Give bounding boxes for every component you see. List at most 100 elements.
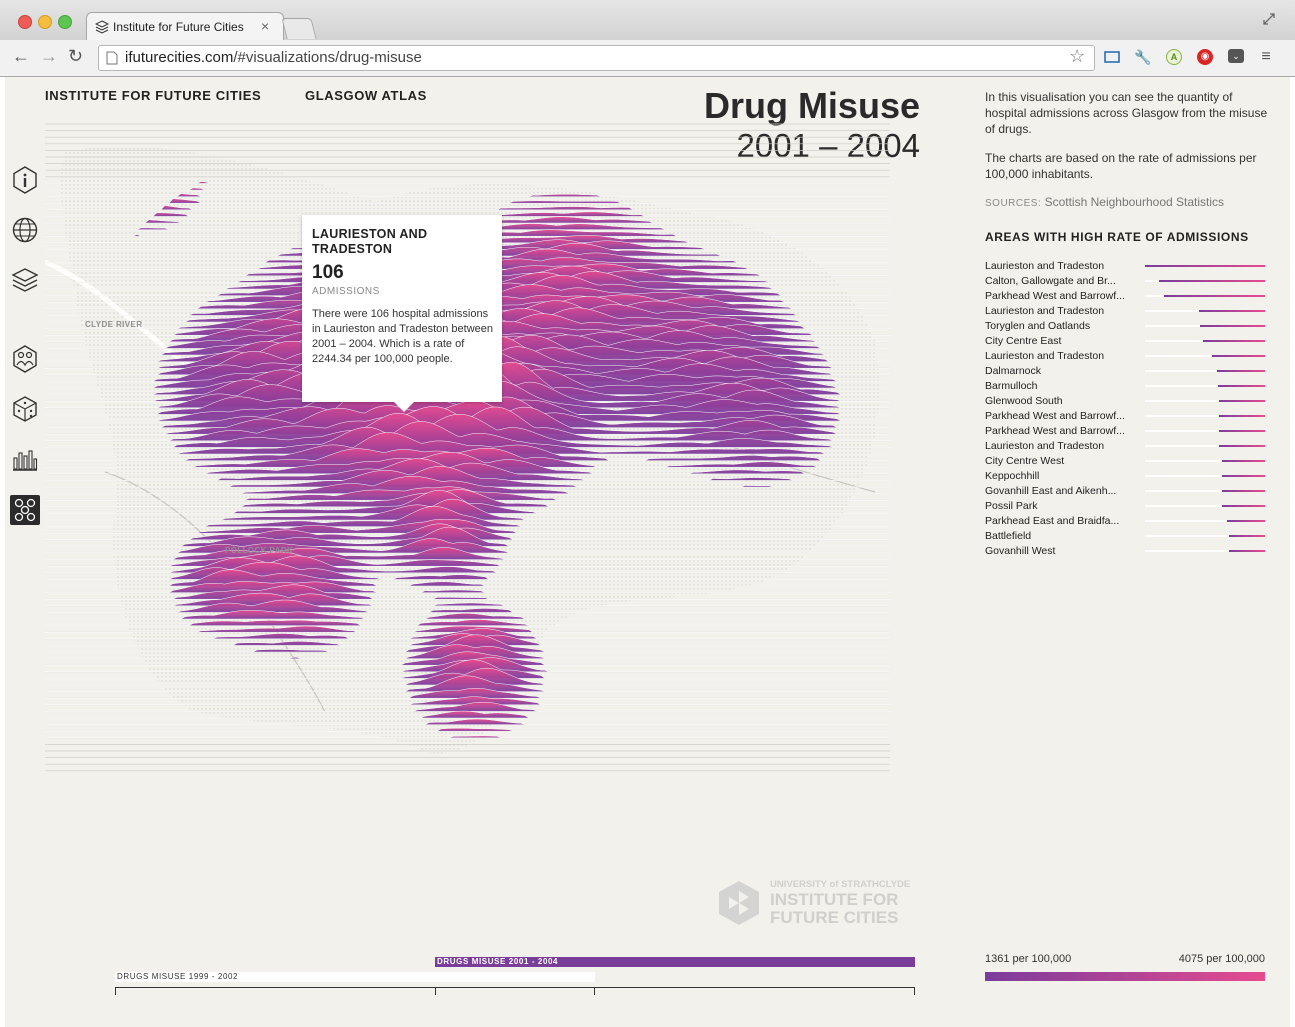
ridge-row bbox=[45, 181, 890, 184]
area-row[interactable]: Laurieston and Tradeston bbox=[985, 439, 1266, 454]
area-row[interactable]: Govanhill East and Aikenh... bbox=[985, 484, 1266, 499]
ridge-row bbox=[45, 198, 890, 204]
ridge-row bbox=[45, 687, 890, 699]
area-rate-bar bbox=[1229, 550, 1265, 552]
layers-icon[interactable] bbox=[11, 266, 39, 294]
site-brand[interactable]: INSTITUTE FOR FUTURE CITIES bbox=[45, 88, 262, 103]
area-name: Laurieston and Tradeston bbox=[985, 305, 1105, 317]
screen-capture-icon[interactable] bbox=[1103, 49, 1121, 65]
info-icon[interactable] bbox=[11, 166, 39, 194]
close-window-button[interactable] bbox=[18, 15, 32, 29]
nav-glasgow-atlas[interactable]: GLASGOW ATLAS bbox=[305, 88, 427, 103]
dice-icon[interactable] bbox=[11, 395, 39, 423]
area-row[interactable]: City Centre East bbox=[985, 334, 1266, 349]
area-rate-track bbox=[1145, 280, 1265, 282]
area-rate-track bbox=[1145, 415, 1265, 417]
ridge-row bbox=[45, 599, 890, 613]
back-icon[interactable]: ← bbox=[12, 46, 30, 66]
pocket-icon[interactable]: ⌄ bbox=[1228, 49, 1244, 63]
wrench-icon[interactable]: 🔧 bbox=[1134, 49, 1152, 65]
ridge-row bbox=[45, 619, 890, 626]
area-row[interactable]: Calton, Gallowgate and Br... bbox=[985, 274, 1266, 289]
heatmap-icon[interactable] bbox=[10, 495, 40, 525]
density-map[interactable] bbox=[45, 112, 890, 777]
area-row[interactable]: Parkhead West and Barrowf... bbox=[985, 424, 1266, 439]
area-rate-bar bbox=[1221, 490, 1265, 492]
area-row[interactable]: Parkhead West and Barrowf... bbox=[985, 409, 1266, 424]
tooltip-value: 106 bbox=[312, 262, 344, 283]
area-rate-bar bbox=[1221, 505, 1265, 507]
tab-active[interactable]: Institute for Future Cities × bbox=[86, 12, 284, 41]
timeline-previous-period[interactable] bbox=[115, 972, 595, 982]
bookmark-star-icon[interactable]: ☆ bbox=[1069, 46, 1086, 66]
tooltip-area-name: LAURIESTON AND TRADESTON bbox=[312, 227, 428, 256]
ridge-row bbox=[45, 727, 890, 732]
zoom-window-button[interactable] bbox=[58, 15, 72, 29]
area-row[interactable]: Glenwood South bbox=[985, 394, 1266, 409]
area-row[interactable]: Laurieston and Tradeston bbox=[985, 259, 1266, 274]
area-rate-bar bbox=[1219, 415, 1265, 417]
area-name: Parkhead West and Barrowf... bbox=[985, 410, 1125, 422]
forward-icon[interactable]: → bbox=[40, 46, 58, 66]
url-path: /#visualizations/drug-misuse bbox=[233, 49, 422, 66]
legend-gradient-bar bbox=[985, 972, 1265, 981]
ridge-row bbox=[45, 193, 890, 197]
logo-institute-text: INSTITUTE FOR FUTURE CITIES bbox=[770, 890, 899, 927]
area-row[interactable]: Toryglen and Oatlands bbox=[985, 319, 1266, 334]
fullscreen-icon[interactable] bbox=[1262, 12, 1276, 26]
timeline-active-label[interactable]: DRUGS MISUSE 2001 - 2004 bbox=[437, 957, 559, 966]
tab-close-icon[interactable]: × bbox=[261, 18, 270, 34]
area-row[interactable]: Battlefield bbox=[985, 529, 1266, 544]
new-tab-button[interactable] bbox=[281, 18, 317, 39]
area-row[interactable]: Parkhead West and Barrowf... bbox=[985, 289, 1266, 304]
area-rate-bar bbox=[1229, 535, 1265, 537]
area-row[interactable]: City Centre West bbox=[985, 454, 1266, 469]
area-rate-track bbox=[1145, 520, 1265, 522]
area-rate-bar bbox=[1159, 280, 1265, 282]
ridge-row bbox=[45, 506, 890, 527]
page-icon bbox=[106, 51, 118, 65]
area-row[interactable]: Laurieston and Tradeston bbox=[985, 349, 1266, 364]
reload-icon[interactable]: ↻ bbox=[68, 46, 84, 66]
area-rate-bar bbox=[1145, 265, 1265, 267]
area-name: Barmulloch bbox=[985, 380, 1038, 392]
area-name: Glenwood South bbox=[985, 395, 1063, 407]
area-rate-track bbox=[1145, 550, 1265, 552]
area-rate-track bbox=[1145, 460, 1265, 462]
url-text[interactable]: ifuturecities.com/#visualizations/drug-m… bbox=[125, 49, 422, 66]
area-rate-track bbox=[1145, 310, 1265, 312]
area-row[interactable]: Parkhead East and Braidfa... bbox=[985, 514, 1266, 529]
timeline-previous-label[interactable]: DRUGS MISUSE 1999 - 2002 bbox=[117, 972, 239, 981]
area-row[interactable]: Keppochhill bbox=[985, 469, 1266, 484]
layers-favicon-icon bbox=[95, 20, 109, 34]
area-row[interactable]: Dalmarnock bbox=[985, 364, 1266, 379]
area-rate-bar bbox=[1200, 325, 1265, 327]
bar-chart-icon[interactable] bbox=[11, 445, 39, 473]
tab-title: Institute for Future Cities bbox=[113, 20, 244, 34]
area-rate-track bbox=[1145, 295, 1265, 297]
area-row[interactable]: Barmulloch bbox=[985, 379, 1266, 394]
ridge-row bbox=[45, 701, 890, 712]
area-rate-track bbox=[1145, 505, 1265, 507]
area-row[interactable]: Possil Park bbox=[985, 499, 1266, 514]
people-icon[interactable] bbox=[11, 345, 39, 373]
extension-red-icon[interactable]: ◉ bbox=[1197, 49, 1213, 65]
timeline-active-period[interactable] bbox=[435, 957, 915, 967]
ridge-row bbox=[45, 519, 890, 534]
extension-green-icon[interactable]: A bbox=[1166, 49, 1182, 65]
area-name: Laurieston and Tradeston bbox=[985, 260, 1105, 272]
area-rate-track bbox=[1145, 400, 1265, 402]
ridge-row bbox=[45, 458, 890, 481]
ridge-row bbox=[45, 432, 890, 461]
globe-icon[interactable] bbox=[11, 216, 39, 244]
sources-value[interactable]: Scottish Neighbourhood Statistics bbox=[1044, 195, 1225, 209]
area-row[interactable]: Laurieston and Tradeston bbox=[985, 304, 1266, 319]
area-rate-track bbox=[1145, 385, 1265, 387]
area-row[interactable]: Govanhill West bbox=[985, 544, 1266, 559]
address-bar[interactable]: ifuturecities.com/#visualizations/drug-m… bbox=[98, 45, 1095, 71]
area-name: Govanhill East and Aikenh... bbox=[985, 485, 1117, 497]
menu-icon[interactable]: ≡ bbox=[1261, 48, 1271, 65]
strathclyde-logo: UNIVERSITY of STRATHCLYDE INSTITUTE FOR … bbox=[715, 877, 930, 932]
minimize-window-button[interactable] bbox=[38, 15, 52, 29]
area-rate-bar bbox=[1218, 385, 1265, 387]
